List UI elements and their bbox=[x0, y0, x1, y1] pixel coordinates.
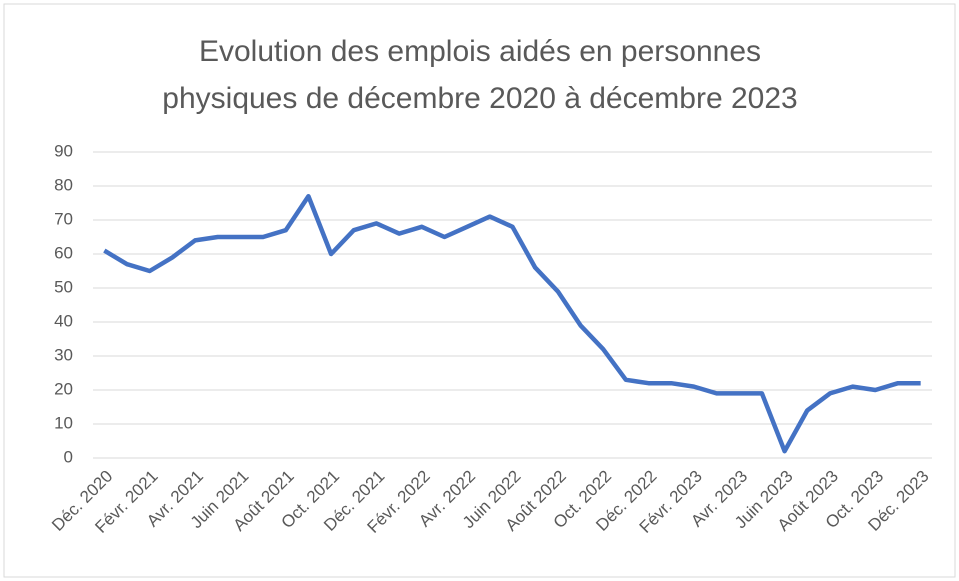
y-tick-label: 50 bbox=[54, 277, 73, 296]
y-tick-label: 40 bbox=[54, 311, 73, 330]
y-tick-label: 60 bbox=[54, 243, 73, 262]
y-tick-label: 0 bbox=[64, 447, 73, 466]
chart-frame bbox=[3, 3, 956, 578]
data-line bbox=[103, 193, 921, 454]
y-tick-label: 70 bbox=[54, 209, 73, 228]
y-tick-label: 20 bbox=[54, 379, 73, 398]
y-tick-label: 30 bbox=[54, 345, 73, 364]
chart-title: Evolution des emplois aidés en personnes… bbox=[162, 35, 798, 115]
y-tick-label: 80 bbox=[54, 175, 73, 194]
y-tick-label: 10 bbox=[54, 413, 73, 432]
y-tick-label: 90 bbox=[54, 141, 73, 160]
